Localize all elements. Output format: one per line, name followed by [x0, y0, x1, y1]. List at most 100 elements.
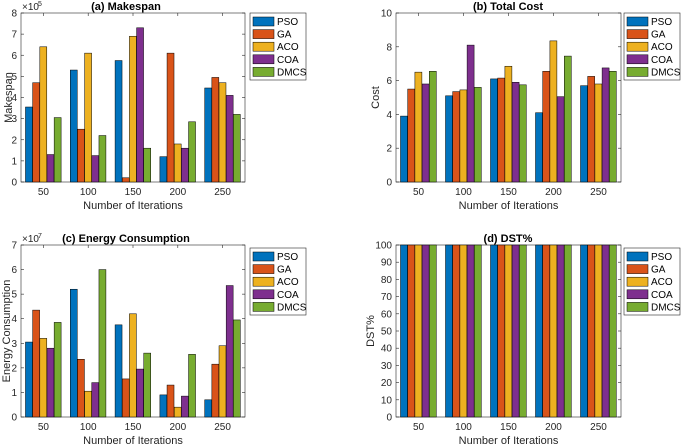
legend-label-coa: COA	[651, 290, 673, 301]
bar-coa-250	[225, 285, 234, 418]
bar-ga-150	[121, 177, 130, 183]
bar-ga-200	[542, 71, 550, 183]
bar-dmcs-150	[519, 244, 527, 418]
x-tick-label: 100	[455, 422, 472, 433]
bar-coa-100	[466, 244, 475, 418]
bar-dmcs-150	[519, 84, 527, 183]
legend-swatch-ga	[252, 264, 275, 274]
bar-coa-200	[181, 395, 189, 418]
bar-aco-200	[549, 244, 558, 418]
bar-ga-250	[587, 76, 595, 183]
legend-swatch-ga	[626, 264, 649, 274]
y-tick-label: 3	[11, 114, 17, 125]
y-tick-label: 8	[386, 42, 392, 53]
bar-coa-150	[511, 244, 520, 418]
bar-pso-50	[25, 341, 33, 418]
legend-swatch-pso	[252, 16, 275, 27]
legend-swatch-coa	[252, 54, 275, 65]
multiplier-exponent: 7	[38, 233, 42, 240]
bar-aco-250	[218, 82, 227, 183]
bar-coa-50	[421, 83, 430, 183]
legend-swatch-ga	[252, 29, 275, 39]
legend-label-pso: PSO	[277, 252, 298, 263]
y-tick-label: 10	[381, 9, 393, 20]
y-tick-label: 6	[386, 76, 392, 87]
y-tick-label: 40	[381, 344, 393, 355]
bar-dmcs-200	[564, 55, 572, 183]
chart-title: (a) Makespan	[91, 1, 161, 13]
bar-ga-100	[77, 359, 85, 418]
x-tick-label: 150	[500, 422, 517, 433]
bar-pso-200	[159, 394, 168, 418]
x-tick-label: 50	[38, 422, 50, 433]
legend-swatch-dmcs	[252, 67, 275, 77]
bar-ga-200	[166, 384, 175, 418]
bar-coa-50	[46, 154, 55, 183]
legend-label-ga: GA	[277, 30, 292, 41]
legend-label-pso: PSO	[651, 17, 672, 28]
bar-ga-200	[542, 244, 550, 418]
bar-dmcs-50	[53, 322, 62, 418]
x-axis-label: Number of Iterations	[459, 200, 559, 212]
y-tick-label: 1	[11, 156, 17, 167]
bar-aco-250	[594, 83, 603, 183]
legend-swatch-ga	[626, 29, 649, 39]
bar-coa-100	[91, 155, 100, 183]
y-tick-label: 1	[11, 388, 17, 399]
bar-pso-250	[204, 87, 212, 183]
y-tick-label: 0	[386, 413, 392, 424]
bar-pso-50	[400, 244, 408, 418]
x-axis-label: Number of Iterations	[83, 435, 183, 444]
legend-label-dmcs: DMCS	[277, 67, 307, 78]
bar-pso-150	[490, 78, 498, 183]
y-tick-label: 30	[381, 361, 393, 372]
bar-coa-150	[136, 368, 144, 418]
bar-ga-250	[587, 244, 595, 418]
bar-aco-50	[39, 338, 48, 418]
legend-label-ga: GA	[651, 30, 666, 41]
multiplier-base: ×10	[22, 234, 39, 245]
bar-pso-50	[25, 106, 33, 183]
legend-label-dmcs: DMCS	[651, 67, 681, 78]
bar-coa-100	[466, 44, 475, 183]
bar-ga-250	[211, 363, 220, 418]
bar-aco-150	[129, 313, 137, 418]
bar-coa-250	[601, 67, 610, 183]
chart-panel-1: 0 1 2 3 4 5 6 7 8 50 100 150 200 250 (a) Makespan Numbe…	[3, 1, 307, 212]
y-tick-label: 2	[11, 363, 17, 374]
bar-ga-100	[77, 128, 85, 183]
legend-label-coa: COA	[651, 55, 673, 66]
bar-ga-50	[32, 82, 40, 183]
y-tick-label: 8	[11, 9, 17, 20]
x-tick-label: 200	[545, 422, 562, 433]
legend-swatch-pso	[626, 251, 649, 262]
bar-coa-200	[556, 96, 565, 183]
chart-title: (b) Total Cost	[473, 1, 543, 13]
bar-dmcs-50	[53, 117, 62, 183]
bar-dmcs-200	[564, 244, 572, 418]
bar-dmcs-150	[143, 147, 151, 183]
bar-ga-50	[407, 88, 415, 183]
bar-coa-200	[181, 147, 189, 183]
bar-coa-250	[601, 244, 610, 418]
bar-pso-100	[445, 244, 453, 418]
bar-ga-100	[452, 244, 460, 418]
y-tick-label: 20	[381, 378, 393, 389]
bar-aco-50	[414, 71, 423, 183]
legend-swatch-coa	[626, 289, 649, 300]
x-tick-label: 100	[80, 422, 97, 433]
bar-dmcs-100	[474, 87, 482, 183]
bar-dmcs-50	[429, 244, 437, 418]
bar-coa-150	[511, 82, 520, 183]
bar-ga-150	[497, 244, 505, 418]
chart-panel-3: 0 1 2 3 4 5 6 7 50 100 150 200 250 (c) Energy Consump…	[1, 233, 307, 444]
bar-aco-250	[218, 345, 227, 418]
y-tick-label: 0	[11, 178, 17, 189]
bar-pso-250	[204, 399, 212, 418]
x-axis-label: Number of Iterations	[459, 435, 559, 444]
legend-label-aco: ACO	[277, 42, 299, 53]
